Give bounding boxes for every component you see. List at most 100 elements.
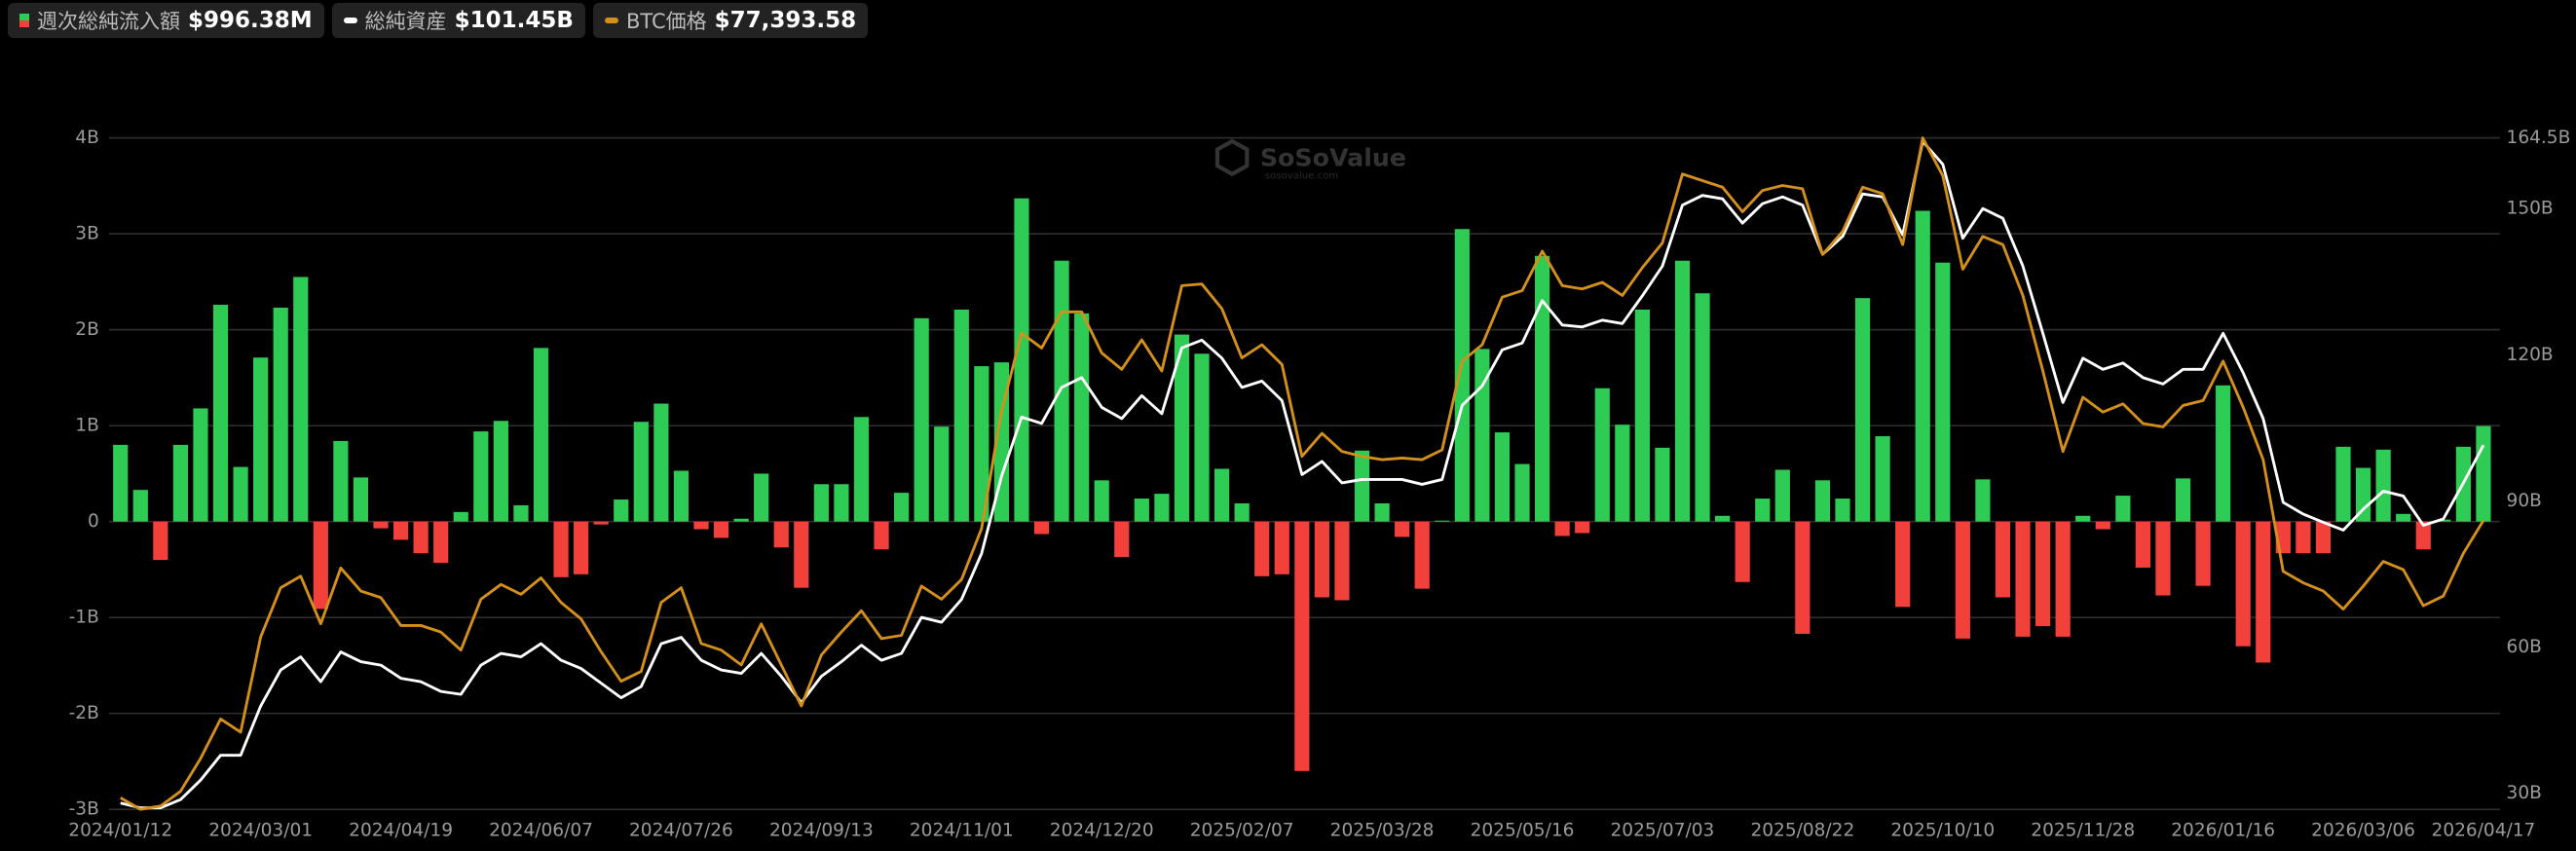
x-tick-label: 2026/03/06	[2311, 821, 2415, 841]
bar	[1915, 210, 1930, 522]
y-tick-label: 1B	[75, 416, 99, 436]
bar	[2335, 446, 2351, 522]
bar	[553, 521, 569, 577]
bar	[2075, 515, 2091, 522]
bar	[1634, 309, 1650, 522]
bar	[513, 504, 529, 522]
y2-tick-label: 30B	[2507, 783, 2542, 803]
x-tick-label: 2025/03/28	[1330, 821, 1435, 841]
bar	[1755, 499, 1771, 522]
legend-name: 総純資産	[364, 10, 447, 33]
bar	[1774, 469, 1790, 522]
bar	[353, 477, 369, 522]
bar	[693, 521, 709, 530]
bar	[1534, 255, 1550, 522]
bar	[2436, 519, 2451, 522]
bar	[713, 521, 729, 538]
bar	[2476, 426, 2491, 522]
bar	[953, 309, 969, 522]
bar	[1033, 521, 1050, 535]
watermark-sub: sosovalue.com	[1265, 170, 1338, 181]
bar	[1374, 502, 1390, 522]
bar	[132, 490, 148, 522]
watermark-logo	[1214, 138, 1250, 177]
bar	[874, 521, 889, 550]
bar	[1935, 262, 1951, 522]
bar	[2095, 521, 2110, 530]
y-tick-label: -1B	[69, 608, 99, 628]
bar	[172, 444, 188, 522]
legend-value: $101.45B	[454, 8, 574, 33]
legend-icon	[19, 14, 29, 27]
bar	[2396, 513, 2411, 522]
bar	[293, 277, 309, 522]
bar	[2235, 521, 2251, 647]
bar	[1695, 293, 1710, 522]
bar	[934, 426, 950, 522]
bar	[1294, 521, 1310, 771]
bar	[1054, 260, 1069, 522]
bar	[2195, 521, 2211, 586]
y-tick-label: 3B	[75, 224, 99, 244]
bar	[1234, 502, 1250, 522]
bar	[974, 366, 989, 522]
bar	[313, 521, 328, 610]
bar	[453, 511, 468, 522]
bar	[794, 521, 809, 588]
bar	[1494, 432, 1511, 522]
line	[120, 136, 2485, 811]
bar	[392, 521, 409, 540]
bar	[593, 521, 609, 525]
y2-tick-label: 150B	[2507, 199, 2554, 219]
bar	[253, 357, 269, 522]
x-tick-label: 2024/06/07	[489, 821, 593, 841]
watermark-text: SoSoValue	[1260, 144, 1406, 172]
bar	[2375, 449, 2391, 522]
bar	[1795, 521, 1811, 634]
bar	[1814, 480, 1831, 522]
bar	[1254, 521, 1270, 576]
x-tick-label: 2024/01/12	[68, 821, 172, 841]
legend-value: $77,393.58	[714, 8, 857, 33]
bar	[1014, 198, 1029, 522]
bar	[1395, 521, 1410, 537]
x-tick-label: 2024/04/19	[349, 821, 453, 841]
legend: 週次総純流入額 $996.38M 総純資産 $101.45B BTC価格 $77,393.…	[8, 3, 869, 38]
bar	[993, 362, 1010, 522]
bar	[1554, 521, 1570, 536]
x-tick-label: 2026/04/17	[2432, 821, 2536, 841]
y-tick-label: 0	[88, 511, 99, 532]
bar	[1194, 353, 1210, 522]
bar	[1134, 499, 1149, 522]
bar	[1174, 334, 1190, 522]
bar	[473, 431, 489, 522]
bar	[413, 521, 429, 554]
bar	[1735, 521, 1750, 582]
bar	[1895, 521, 1911, 608]
x-tick-label: 2024/11/01	[910, 821, 1014, 841]
bar	[2115, 496, 2131, 522]
x-tick-label: 2025/08/22	[1750, 821, 1854, 841]
bar	[1274, 521, 1289, 574]
y-tick-label: -3B	[69, 799, 99, 820]
bar	[2415, 521, 2431, 550]
x-tick-label: 2025/10/10	[1890, 821, 1995, 841]
bar	[1575, 521, 1590, 534]
bar	[2035, 521, 2051, 627]
bar	[1955, 521, 1970, 639]
legend-icon	[343, 18, 357, 23]
y2-tick-label: 90B	[2507, 491, 2542, 511]
bar	[1314, 521, 1329, 598]
bar	[1655, 447, 1670, 522]
bar	[773, 521, 789, 548]
bar	[1094, 480, 1109, 522]
bar	[2055, 521, 2071, 637]
bar	[233, 466, 248, 522]
bar	[1334, 521, 1350, 601]
bar	[2256, 521, 2271, 663]
bar	[493, 421, 508, 522]
y-tick-label: 4B	[75, 128, 99, 148]
bar	[2296, 521, 2311, 554]
y2-tick-label: 60B	[2507, 637, 2542, 657]
